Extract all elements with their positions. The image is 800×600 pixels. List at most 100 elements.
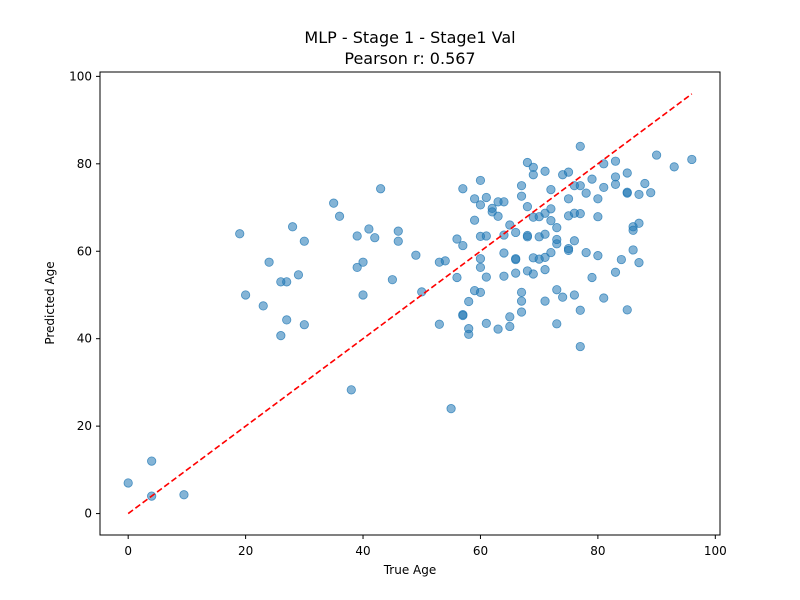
- data-point: [540, 265, 550, 275]
- data-point: [546, 204, 556, 214]
- y-axis-label: Predicted Age: [43, 261, 57, 344]
- data-point: [522, 202, 533, 212]
- data-point: [475, 175, 486, 186]
- data-point: [458, 240, 468, 251]
- data-point: [610, 179, 621, 189]
- data-point: [387, 275, 397, 285]
- data-point: [481, 192, 491, 203]
- data-point: [434, 319, 444, 329]
- data-point: [610, 156, 621, 166]
- data-point: [393, 236, 403, 246]
- data-point: [516, 287, 527, 297]
- data-point: [634, 189, 644, 200]
- data-point: [370, 233, 380, 243]
- data-point: [241, 290, 251, 300]
- data-point: [179, 490, 189, 500]
- data-point: [563, 194, 574, 204]
- y-tick-label: 60: [77, 244, 92, 258]
- y-tick-label: 100: [69, 69, 92, 83]
- data-point: [640, 178, 650, 189]
- x-tick-label: 100: [704, 544, 727, 558]
- data-point: [493, 211, 503, 221]
- data-point: [593, 251, 603, 261]
- data-point: [546, 247, 556, 258]
- data-point: [282, 315, 292, 325]
- data-point: [687, 154, 697, 165]
- data-point: [299, 320, 309, 330]
- data-point: [669, 162, 679, 172]
- data-point: [540, 296, 550, 306]
- data-point: [481, 318, 491, 328]
- data-point: [587, 272, 597, 283]
- plot-frame: [99, 71, 721, 536]
- data-point: [376, 184, 386, 194]
- data-point: [599, 182, 609, 193]
- data-point: [276, 331, 286, 341]
- data-point: [464, 296, 474, 307]
- data-point: [599, 293, 609, 303]
- data-point: [475, 254, 486, 264]
- data-point: [475, 200, 486, 210]
- data-point: [528, 170, 538, 180]
- data-point: [364, 224, 374, 234]
- data-point: [628, 225, 638, 235]
- data-point: [299, 236, 309, 246]
- data-point: [540, 166, 550, 176]
- data-point: [264, 257, 274, 267]
- data-point: [575, 141, 585, 151]
- data-point: [593, 212, 603, 222]
- data-point: [358, 257, 368, 267]
- plot-area: [123, 93, 697, 515]
- data-point: [258, 301, 268, 311]
- data-point: [469, 215, 480, 225]
- data-point: [358, 290, 368, 300]
- data-point: [522, 157, 533, 168]
- data-point: [440, 256, 450, 266]
- data-point: [499, 248, 509, 258]
- data-point: [352, 262, 362, 273]
- chart-title: MLP - Stage 1 - Stage1 Val: [304, 28, 515, 47]
- data-point: [593, 194, 603, 204]
- data-point: [552, 223, 562, 233]
- x-tick-label: 80: [590, 544, 605, 558]
- data-point: [581, 188, 591, 198]
- data-point: [622, 168, 632, 178]
- data-point: [516, 181, 527, 191]
- data-point: [352, 231, 362, 241]
- data-point: [610, 267, 621, 277]
- data-point: [147, 456, 157, 466]
- data-point: [469, 194, 480, 204]
- data-point: [505, 312, 515, 322]
- data-point: [516, 296, 527, 306]
- data-point: [458, 184, 468, 194]
- data-point: [651, 150, 662, 160]
- data-point: [569, 236, 579, 246]
- data-point: [293, 270, 304, 280]
- data-point: [552, 239, 562, 249]
- x-tick-label: 0: [124, 544, 132, 558]
- data-point: [511, 254, 521, 265]
- data-point: [546, 216, 556, 226]
- x-tick-label: 40: [355, 544, 370, 558]
- data-point: [235, 229, 245, 239]
- data-point: [540, 252, 550, 262]
- chart-subtitle: Pearson r: 0.567: [344, 49, 475, 68]
- data-point: [546, 185, 556, 195]
- data-point: [616, 254, 626, 265]
- data-point: [511, 227, 521, 238]
- data-point: [581, 247, 591, 258]
- data-point: [516, 191, 527, 201]
- data-point: [123, 478, 133, 488]
- y-axis: 0 20 40 60 80 100: [69, 69, 100, 521]
- data-point: [522, 232, 533, 242]
- data-point: [563, 245, 574, 255]
- data-point: [587, 174, 597, 184]
- data-point: [481, 272, 491, 282]
- data-point: [499, 197, 509, 207]
- data-point: [334, 211, 345, 221]
- data-point: [552, 285, 562, 295]
- data-point: [475, 287, 486, 297]
- data-point: [563, 167, 574, 177]
